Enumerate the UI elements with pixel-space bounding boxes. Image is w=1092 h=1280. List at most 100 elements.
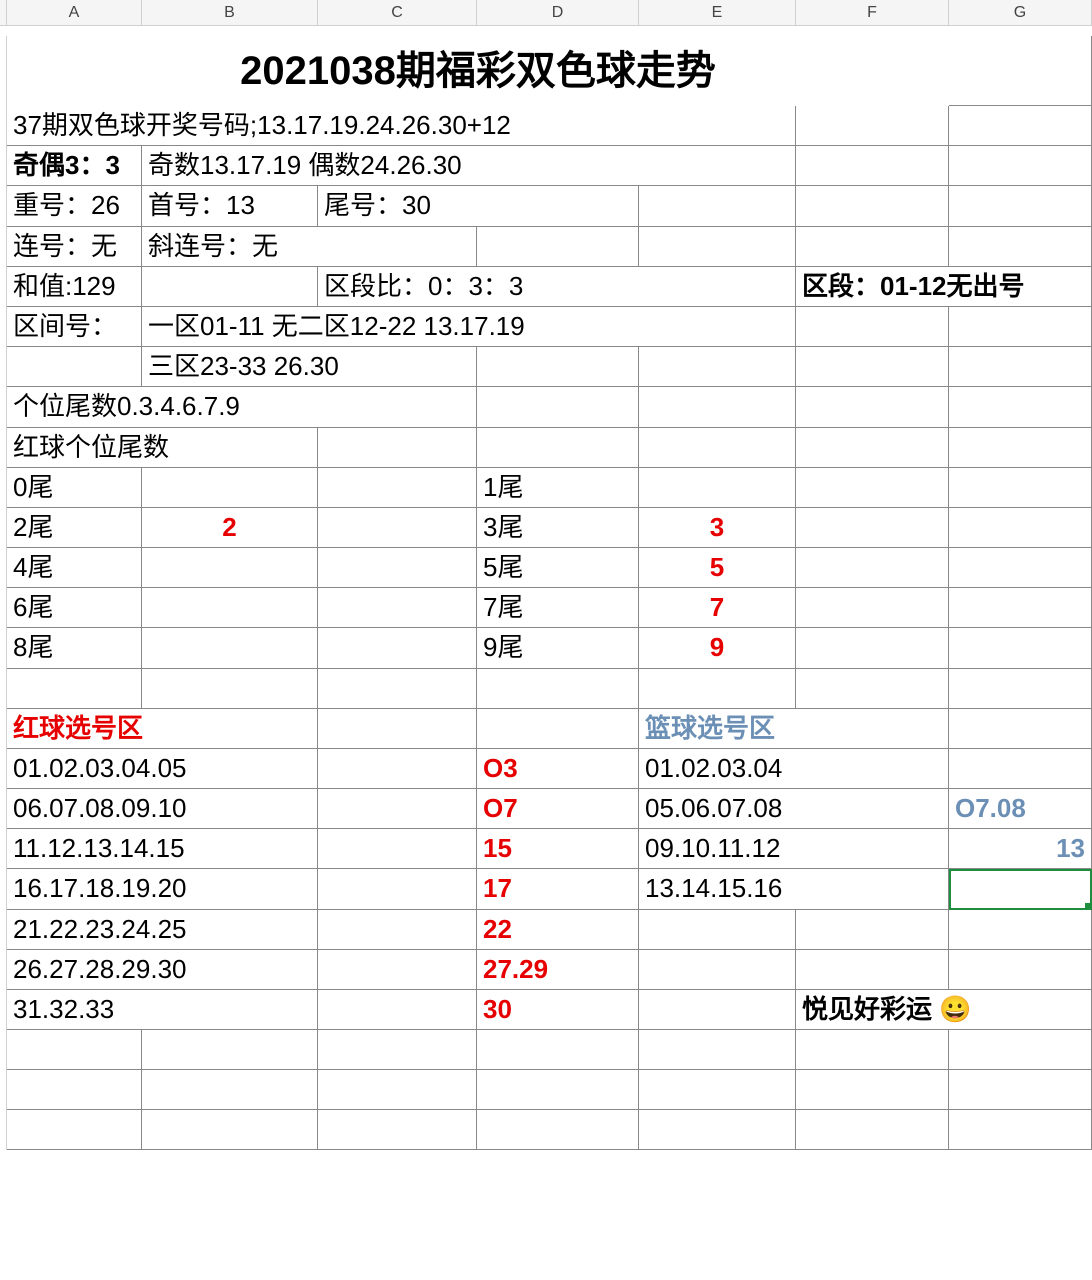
- col-header-c[interactable]: C: [318, 0, 477, 26]
- cell[interactable]: [142, 468, 318, 508]
- cell[interactable]: 5: [639, 548, 796, 588]
- cell[interactable]: 01.02.03.04: [639, 749, 949, 789]
- cell[interactable]: [949, 347, 1092, 387]
- cell[interactable]: [796, 347, 949, 387]
- cell[interactable]: 13.14.15.16: [639, 869, 949, 909]
- cell[interactable]: [142, 548, 318, 588]
- cell[interactable]: [796, 1030, 949, 1070]
- cell[interactable]: 斜连号：无: [142, 227, 477, 267]
- cell[interactable]: [796, 146, 949, 186]
- cell[interactable]: 7: [639, 588, 796, 628]
- cell[interactable]: 9尾: [477, 628, 639, 668]
- cell[interactable]: [639, 468, 796, 508]
- col-header-a[interactable]: A: [7, 0, 142, 26]
- cell[interactable]: 区段比：0：3：3: [318, 267, 796, 307]
- cell[interactable]: 01.02.03.04.05: [7, 749, 318, 789]
- cell[interactable]: [318, 869, 477, 909]
- col-header-d[interactable]: D: [477, 0, 639, 26]
- cell[interactable]: [796, 227, 949, 267]
- cell[interactable]: [639, 428, 796, 468]
- cell[interactable]: [949, 106, 1092, 146]
- cell[interactable]: [796, 387, 949, 427]
- cell[interactable]: [949, 588, 1092, 628]
- cell[interactable]: [318, 588, 477, 628]
- cell[interactable]: [142, 588, 318, 628]
- cell[interactable]: 3: [639, 508, 796, 548]
- cell[interactable]: [477, 387, 639, 427]
- cell[interactable]: [796, 1110, 949, 1150]
- cell[interactable]: 红球选号区: [7, 709, 318, 749]
- cell[interactable]: [7, 669, 142, 709]
- cell[interactable]: 区段：01-12无出号: [796, 267, 1092, 307]
- cell[interactable]: [477, 227, 639, 267]
- cell[interactable]: [949, 146, 1092, 186]
- cell[interactable]: 区间号：: [7, 307, 142, 347]
- cell[interactable]: [796, 910, 949, 950]
- cell[interactable]: [318, 1110, 477, 1150]
- cell[interactable]: [318, 669, 477, 709]
- cell[interactable]: 7尾: [477, 588, 639, 628]
- cell[interactable]: [796, 548, 949, 588]
- cell[interactable]: [796, 1070, 949, 1110]
- cell[interactable]: [639, 669, 796, 709]
- cell[interactable]: [949, 628, 1092, 668]
- spreadsheet[interactable]: A B C D E F G 2021038期福彩双色球走势 37期双色球开奖号码…: [0, 0, 1092, 1150]
- cell[interactable]: [318, 950, 477, 990]
- cell[interactable]: [639, 186, 796, 226]
- cell[interactable]: [949, 468, 1092, 508]
- cell[interactable]: 06.07.08.09.10: [7, 789, 318, 829]
- cell[interactable]: [477, 669, 639, 709]
- cell[interactable]: [949, 428, 1092, 468]
- cell[interactable]: 和值:129: [7, 267, 142, 307]
- cell[interactable]: [7, 347, 142, 387]
- cell[interactable]: [477, 1030, 639, 1070]
- cell[interactable]: [142, 267, 318, 307]
- cell[interactable]: [949, 869, 1092, 909]
- cell[interactable]: [639, 910, 796, 950]
- cell[interactable]: [477, 347, 639, 387]
- cell[interactable]: 16.17.18.19.20: [7, 869, 318, 909]
- cell[interactable]: 26.27.28.29.30: [7, 950, 318, 990]
- cell[interactable]: 9: [639, 628, 796, 668]
- cell[interactable]: [949, 227, 1092, 267]
- cell[interactable]: [318, 990, 477, 1030]
- cell[interactable]: [477, 428, 639, 468]
- cell[interactable]: 31.32.33: [7, 990, 318, 1030]
- cell[interactable]: [318, 1070, 477, 1110]
- cell[interactable]: 重号：26: [7, 186, 142, 226]
- cell[interactable]: [318, 468, 477, 508]
- cell[interactable]: [318, 789, 477, 829]
- cell[interactable]: [949, 669, 1092, 709]
- cell[interactable]: 22: [477, 910, 639, 950]
- cell[interactable]: 8尾: [7, 628, 142, 668]
- cell[interactable]: 悦见好彩运 😀: [796, 990, 1092, 1030]
- cell[interactable]: [949, 36, 1092, 106]
- cell[interactable]: [796, 186, 949, 226]
- cell[interactable]: [477, 1070, 639, 1110]
- cell[interactable]: [639, 347, 796, 387]
- cell[interactable]: 5尾: [477, 548, 639, 588]
- cell[interactable]: [796, 468, 949, 508]
- cell[interactable]: [949, 910, 1092, 950]
- cell[interactable]: O3: [477, 749, 639, 789]
- cell[interactable]: [318, 829, 477, 869]
- cell[interactable]: [639, 1070, 796, 1110]
- cell[interactable]: [142, 1110, 318, 1150]
- cell[interactable]: 05.06.07.08: [639, 789, 949, 829]
- cell[interactable]: 17: [477, 869, 639, 909]
- cell[interactable]: [949, 749, 1092, 789]
- cell[interactable]: [949, 709, 1092, 749]
- cell[interactable]: 红球个位尾数: [7, 428, 318, 468]
- cell[interactable]: 一区01-11 无二区12-22 13.17.19: [142, 307, 796, 347]
- cell[interactable]: [477, 1110, 639, 1150]
- cell[interactable]: 21.22.23.24.25: [7, 910, 318, 950]
- cell[interactable]: [796, 669, 949, 709]
- cell[interactable]: [318, 910, 477, 950]
- cell[interactable]: [796, 307, 949, 347]
- cell[interactable]: 尾号：30: [318, 186, 639, 226]
- cell[interactable]: [7, 1110, 142, 1150]
- title-cell[interactable]: 2021038期福彩双色球走势: [7, 36, 949, 106]
- cell[interactable]: 6尾: [7, 588, 142, 628]
- cell[interactable]: [7, 1030, 142, 1070]
- cell[interactable]: [949, 186, 1092, 226]
